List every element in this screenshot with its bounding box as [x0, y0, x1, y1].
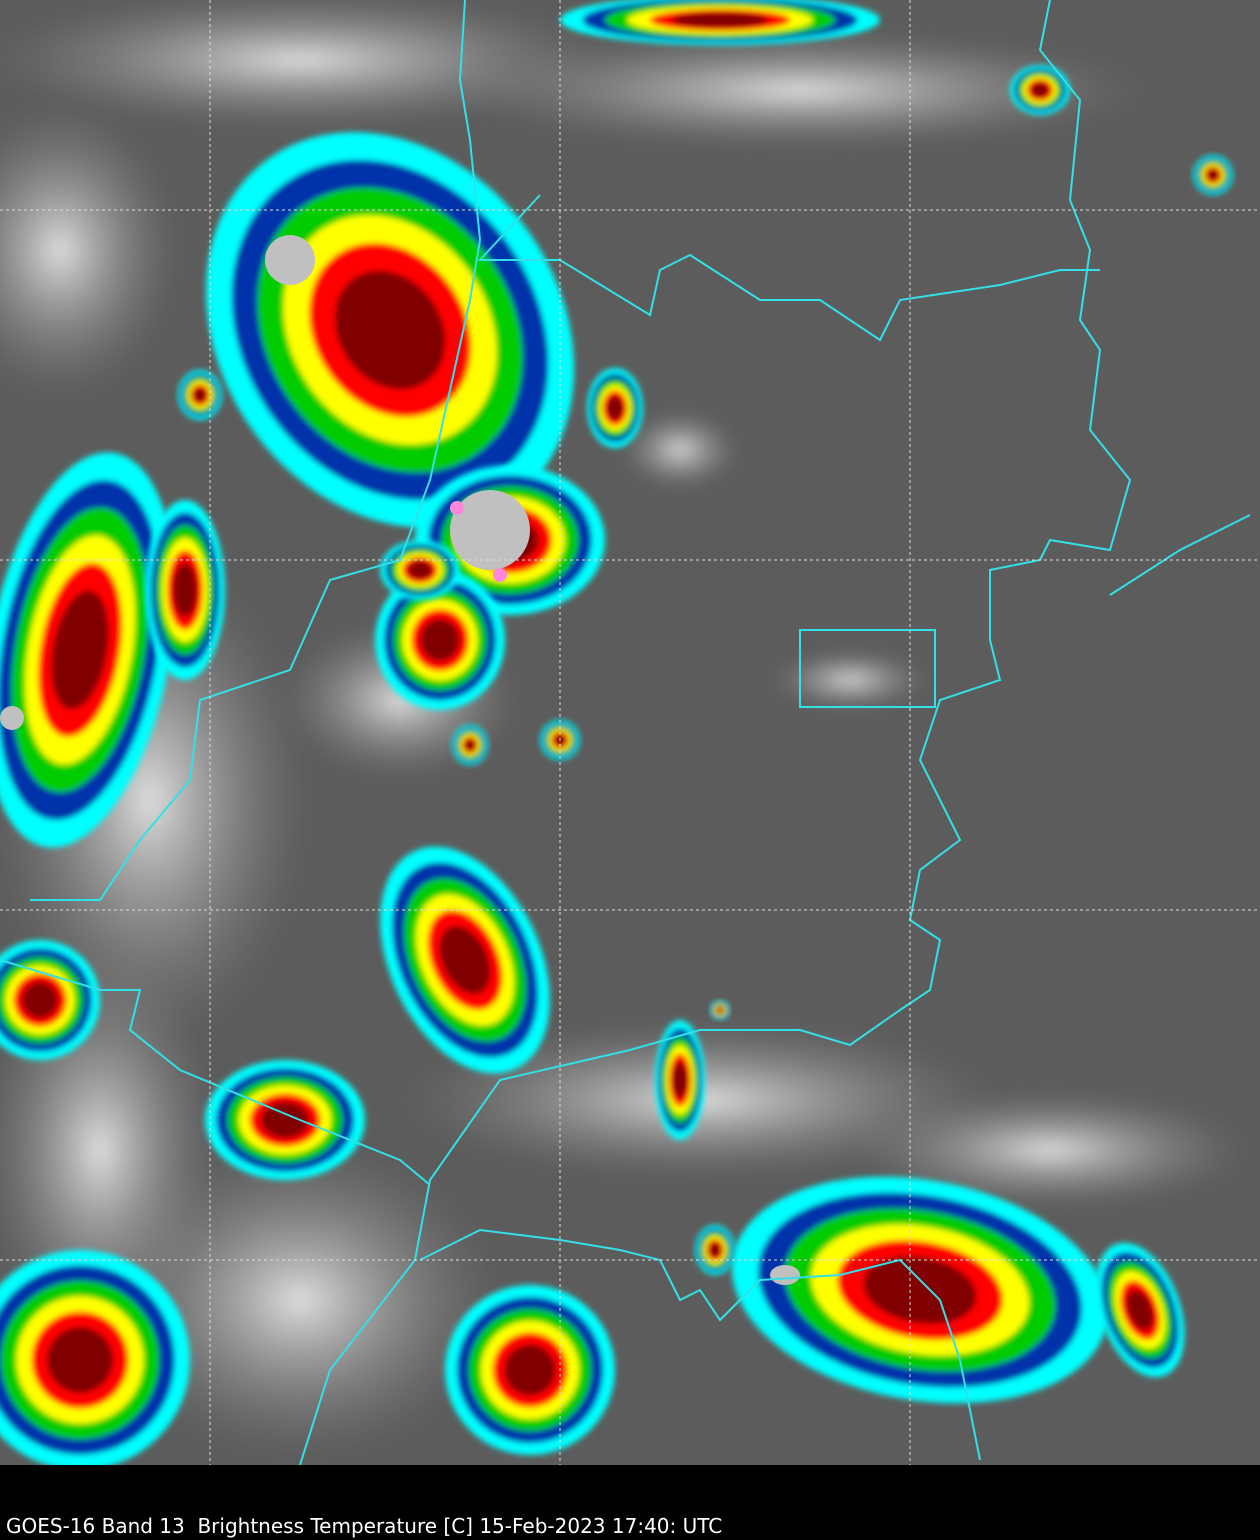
temperature-contour [47, 1327, 113, 1393]
temperature-contour [1031, 82, 1049, 98]
storm-cell [1095, 1242, 1185, 1378]
political-boundary [799, 629, 936, 708]
storm-cell [710, 1000, 730, 1020]
temperature-contour [863, 1256, 977, 1324]
storm-cell [0, 940, 100, 1060]
low-cloud [770, 650, 930, 710]
political-boundary [30, 0, 482, 901]
temperature-contour [439, 926, 491, 994]
political-boundary [1109, 514, 1251, 596]
temperature-contour [709, 1242, 721, 1258]
temperature-contour [1126, 1289, 1154, 1331]
temperature-contour [672, 1062, 688, 1098]
storm-cell [452, 725, 488, 765]
political-boundary [0, 959, 431, 1186]
low-cloud [850, 1090, 1250, 1210]
coldest-pixel [450, 501, 464, 515]
storm-cell [375, 570, 505, 710]
political-boundary [419, 1228, 981, 1461]
temperature-contour [1207, 169, 1219, 181]
coldest-pixel [493, 568, 507, 582]
storm-cell [587, 368, 643, 448]
temperature-contour [261, 1102, 309, 1138]
political-boundary [299, 0, 1132, 1465]
storm-cell [695, 1225, 735, 1275]
cold-cloud-top [265, 235, 315, 285]
cold-cloud-top [450, 490, 530, 570]
low-cloud [450, 30, 1150, 150]
storm-cell [145, 500, 225, 680]
temperature-contour [22, 982, 58, 1018]
low-cloud [0, 100, 180, 400]
temperature-contour [173, 563, 197, 617]
temperature-contour [464, 739, 476, 751]
temperature-contour [408, 561, 432, 579]
image-caption: GOES-16 Band 13 Brightness Temperature [… [6, 1514, 723, 1538]
storm-cell [0, 452, 176, 848]
temperature-contour [420, 619, 460, 661]
storm-cell [205, 1060, 365, 1180]
storm-cell [560, 0, 880, 45]
temperature-contour [717, 1007, 723, 1013]
storm-cell [445, 1285, 615, 1455]
cold-cloud-top [770, 1265, 800, 1285]
temperature-contour [606, 396, 624, 420]
storm-cell [380, 846, 550, 1074]
temperature-contour [51, 590, 109, 710]
temperature-contour [193, 387, 207, 403]
storm-cell [731, 1176, 1109, 1404]
storm-cell [205, 132, 575, 528]
temperature-contour [672, 12, 768, 28]
temperature-contour [334, 270, 446, 390]
storm-cell [1010, 65, 1070, 115]
satellite-image [0, 0, 1260, 1465]
storm-cell [0, 1250, 190, 1465]
temperature-contour [504, 1344, 556, 1396]
storm-cell [655, 1020, 705, 1140]
storm-cell [178, 370, 222, 420]
storm-cell [380, 540, 460, 600]
cold-cloud-top [0, 706, 24, 730]
storm-cell [1193, 155, 1233, 195]
low-cloud [620, 410, 740, 490]
